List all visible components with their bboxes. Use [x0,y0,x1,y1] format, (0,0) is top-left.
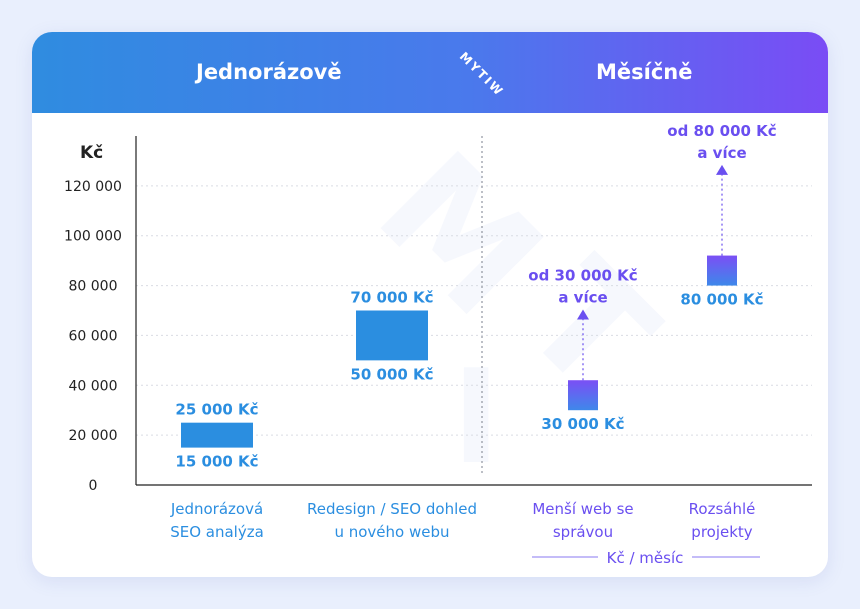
category-label: u nového webu [334,523,449,541]
monthly-heading: Měsíčně [596,60,693,84]
arrow-head [577,309,589,320]
y-tick-label: 40 000 [69,378,118,394]
svg-text:I: I [452,341,500,493]
bar [568,380,598,411]
category-label: Jednorázová [170,500,263,518]
bar-low-label: 30 000 Kč [541,415,624,433]
bar-low-label: 50 000 Kč [350,365,433,383]
bars [181,164,737,448]
upper-label: a více [697,144,746,162]
bar-high-label: 70 000 Kč [350,289,433,307]
monthly-axis-label: Kč / měsíc [607,549,684,567]
bar-high-label: 25 000 Kč [175,401,258,419]
y-axis-title: Kč [80,143,103,163]
category-label: správou [553,523,613,541]
axes: Kč 0 20 000 40 000 60 000 80 000 100 000 120 00… [64,136,812,494]
y-tick-label: 20 000 [69,428,118,444]
watermark: M T I [345,121,686,493]
category-label: SEO analýza [170,523,264,541]
upper-label: od 80 000 Kč [667,122,777,140]
arrow-head [716,164,728,175]
bar-low-label: 80 000 Kč [680,291,763,309]
y-tick-label: 100 000 [64,229,122,245]
logo: MYTIW [457,50,506,99]
y-tick-label: 120 000 [64,179,122,195]
upper-label: a více [558,289,607,307]
y-tick-label: 60 000 [69,328,118,344]
bar [707,255,737,286]
category-label: Rozsáhlé [689,500,756,518]
one-time-heading: Jednorázově [196,60,342,84]
header-bar: Jednorázově Měsíčně MYTIW [32,32,828,113]
category-label: projekty [691,523,753,541]
category-label: Menší web se [532,500,633,518]
pricing-card: Jednorázově Měsíčně MYTIW M T I Kč 0 20 00… [32,32,828,577]
y-tick-label: 80 000 [69,279,118,295]
category-label: Redesign / SEO dohled [307,500,477,518]
bar-low-label: 15 000 Kč [175,453,258,471]
upper-label: od 30 000 Kč [528,267,638,285]
price-chart: M T I Kč 0 20 000 40 000 60 000 80 000 100 000… [64,121,812,567]
y-tick-label: 0 [89,478,98,494]
labels: 15 000 Kč 25 000 Kč Jednorázová SEO analýza… [170,122,777,567]
bar [181,422,253,448]
bar [356,310,428,361]
